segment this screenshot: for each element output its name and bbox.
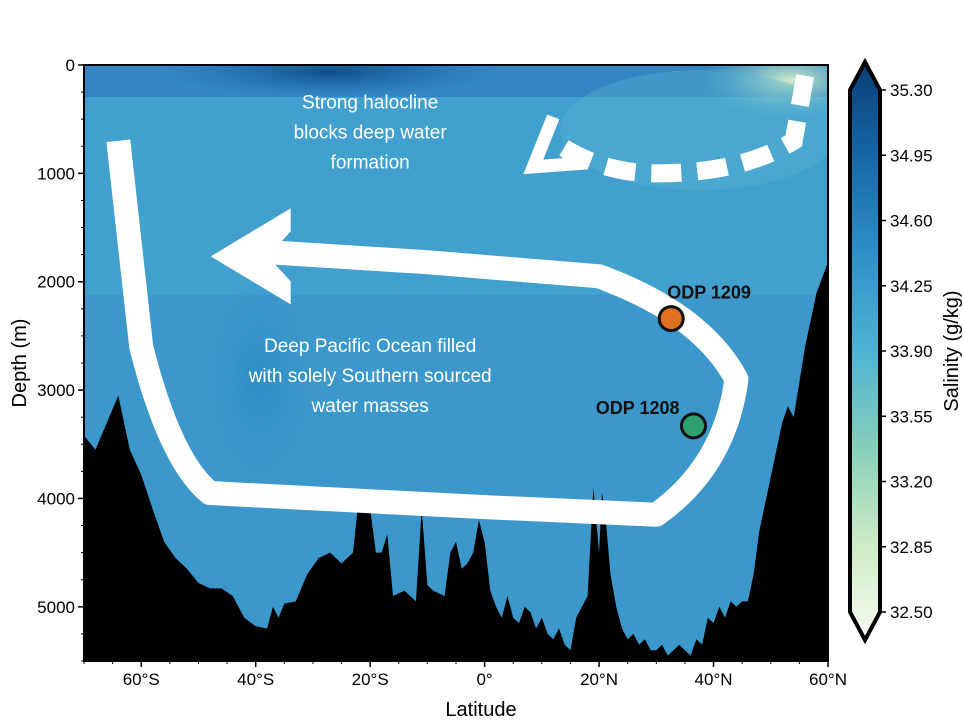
- annotation-deep-line: water masses: [311, 396, 429, 417]
- colorbar-tick-label: 32.50: [890, 603, 933, 622]
- y-tick-label: 4000: [37, 489, 75, 508]
- x-tick-label: 40°S: [237, 670, 274, 689]
- x-tick-label: 60°N: [809, 670, 847, 689]
- southern-flow-arrowhead: [210, 208, 291, 305]
- colorbar-tick-label: 32.85: [890, 538, 933, 557]
- site-label: ODP 1208: [596, 398, 680, 418]
- north-dashed-arrowhead: [523, 114, 588, 175]
- colorbar-scale: [848, 57, 882, 645]
- y-axis: 0 1000 2000 3000 4000 5000: [37, 56, 84, 662]
- colorbar-tick-label: 34.95: [890, 146, 933, 165]
- annotation-deep-line: Deep Pacific Ocean filled: [264, 336, 476, 357]
- y-axis-title: Depth (m): [9, 319, 31, 408]
- colorbar-tick-label: 33.20: [890, 473, 933, 492]
- annotation-halocline-line: formation: [331, 152, 410, 173]
- x-tick-label: 0°: [476, 670, 492, 689]
- x-axis-title: Latitude: [445, 699, 516, 720]
- colorbar-tick-label: 33.90: [890, 342, 933, 361]
- annotation-halocline-line: Strong halocline: [302, 92, 438, 113]
- annotation-deep-line: with solely Southern sourced: [248, 366, 492, 387]
- plot-area: [84, 65, 828, 661]
- y-tick-label: 3000: [37, 381, 75, 400]
- colorbar-tick-label: 35.30: [890, 81, 933, 100]
- x-tick-label: 60°S: [123, 670, 160, 689]
- y-tick-label: 0: [66, 56, 75, 75]
- colorbar: 35.30 34.95 34.60 34.25 33.90 33.55 33.20 32.85…: [848, 57, 963, 645]
- site-label: ODP 1209: [667, 283, 751, 303]
- subtropical-high-salinity-patch: [160, 65, 500, 98]
- colorbar-tick-label: 34.25: [890, 277, 933, 296]
- y-tick-label: 2000: [37, 273, 75, 292]
- y-tick-label: 5000: [37, 598, 75, 617]
- y-tick-label: 1000: [37, 164, 75, 183]
- annotation-halocline-line: blocks deep water: [294, 122, 448, 143]
- colorbar-title: Salinity (g/kg): [941, 290, 963, 411]
- x-tick-label: 20°N: [580, 670, 618, 689]
- deep-salinity-core: [205, 270, 315, 490]
- x-tick-label: 40°N: [695, 670, 733, 689]
- colorbar-tick-label: 33.55: [890, 407, 933, 426]
- site-marker-odp-1208: [680, 412, 708, 440]
- site-marker-odp-1209: [657, 305, 685, 333]
- bathymetry: [84, 262, 828, 661]
- x-axis: 60°S 40°S 20°S 0° 20°N 40°N 60°N: [83, 661, 847, 689]
- colorbar-tick-label: 34.60: [890, 212, 933, 231]
- x-tick-label: 20°S: [352, 670, 389, 689]
